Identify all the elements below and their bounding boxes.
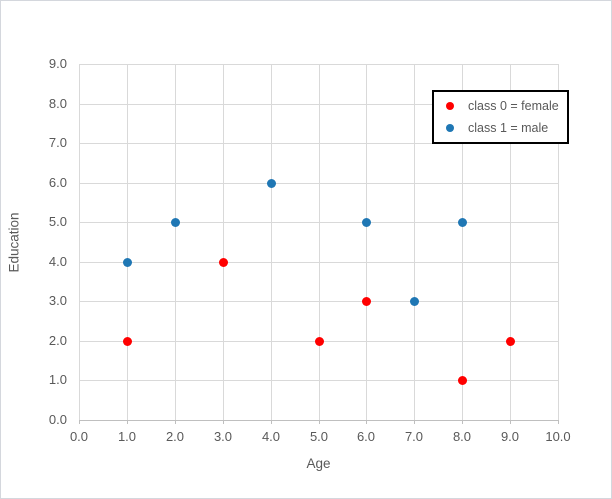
legend: class 0 = female class 1 = male [432, 90, 569, 144]
x-axis-tick-mark [127, 420, 128, 424]
x-axis-title: Age [306, 456, 331, 471]
data-point [171, 218, 180, 227]
y-axis-tick-label: 7.0 [48, 135, 67, 150]
x-axis-tick-label: 9.0 [500, 429, 520, 444]
x-axis-tick-label: 0.0 [69, 429, 89, 444]
gridline-horizontal [79, 222, 558, 223]
data-point [458, 218, 467, 227]
gridline-horizontal [79, 143, 558, 144]
data-point [123, 337, 132, 346]
gridline-horizontal [79, 183, 558, 184]
legend-label: class 1 = male [468, 121, 549, 135]
x-axis-tick-label: 5.0 [309, 429, 329, 444]
gridline-horizontal [79, 262, 558, 263]
gridline-vertical [271, 64, 272, 420]
gridline-horizontal [79, 64, 558, 65]
y-axis-title-text: Education [6, 211, 22, 273]
y-axis-tick-label: 2.0 [48, 333, 67, 348]
gridline-vertical [462, 64, 463, 420]
gridline-vertical [127, 64, 128, 420]
x-axis-tick-mark [271, 420, 272, 424]
data-point [267, 179, 276, 188]
gridline-vertical [319, 64, 320, 420]
data-point [123, 258, 132, 267]
y-axis-tick-label: 0.0 [48, 412, 67, 427]
plot-area [79, 64, 559, 424]
x-axis-tick-mark [223, 420, 224, 424]
x-axis-tick-label: 7.0 [404, 429, 424, 444]
y-axis-tick-label: 9.0 [48, 56, 67, 71]
legend-label: class 0 = female [468, 99, 559, 113]
x-axis-tick-label: 2.0 [165, 429, 185, 444]
y-axis-tick-label: 4.0 [48, 254, 67, 269]
gridline-vertical [175, 64, 176, 420]
data-point [315, 337, 324, 346]
x-axis-tick-mark [79, 420, 80, 424]
y-axis-tick-label: 3.0 [48, 293, 67, 308]
data-point [362, 297, 371, 306]
gridline-horizontal [79, 301, 558, 302]
x-axis-tick-label: 8.0 [452, 429, 472, 444]
x-axis-tick-mark [319, 420, 320, 424]
x-axis-tick-label: 10.0 [545, 429, 571, 444]
legend-marker-dot [446, 124, 454, 132]
gridline-vertical [510, 64, 511, 420]
x-axis-tick-label: 4.0 [261, 429, 281, 444]
gridline-vertical [366, 64, 367, 420]
legend-marker-dot [446, 102, 454, 110]
x-axis-line [79, 420, 558, 421]
legend-entry: class 1 = male [434, 121, 567, 136]
x-axis-tick-mark [462, 420, 463, 424]
y-axis-tick-label: 5.0 [48, 214, 67, 229]
data-point [506, 337, 515, 346]
legend-entry: class 0 = female [434, 99, 567, 114]
x-axis-tick-label: 1.0 [117, 429, 137, 444]
x-axis-tick-label: 3.0 [213, 429, 233, 444]
x-axis-tick-mark [414, 420, 415, 424]
x-axis-tick-mark [510, 420, 511, 424]
y-axis-tick-label: 8.0 [48, 96, 67, 111]
data-point [410, 297, 419, 306]
gridline-vertical [223, 64, 224, 420]
gridline-horizontal [79, 380, 558, 381]
data-point [458, 376, 467, 385]
gridline-vertical [414, 64, 415, 420]
gridline-vertical [558, 64, 559, 420]
gridline-horizontal [79, 104, 558, 105]
y-axis-tick-label: 6.0 [48, 175, 67, 190]
data-point [219, 258, 228, 267]
x-axis-tick-mark [558, 420, 559, 424]
y-axis-title: Education [1, 64, 27, 420]
x-axis-tick-mark [366, 420, 367, 424]
gridline-vertical [79, 64, 80, 420]
x-axis-tick-mark [175, 420, 176, 424]
data-point [362, 218, 371, 227]
x-axis-tick-label: 6.0 [356, 429, 376, 444]
y-axis-tick-label: 1.0 [48, 372, 67, 387]
